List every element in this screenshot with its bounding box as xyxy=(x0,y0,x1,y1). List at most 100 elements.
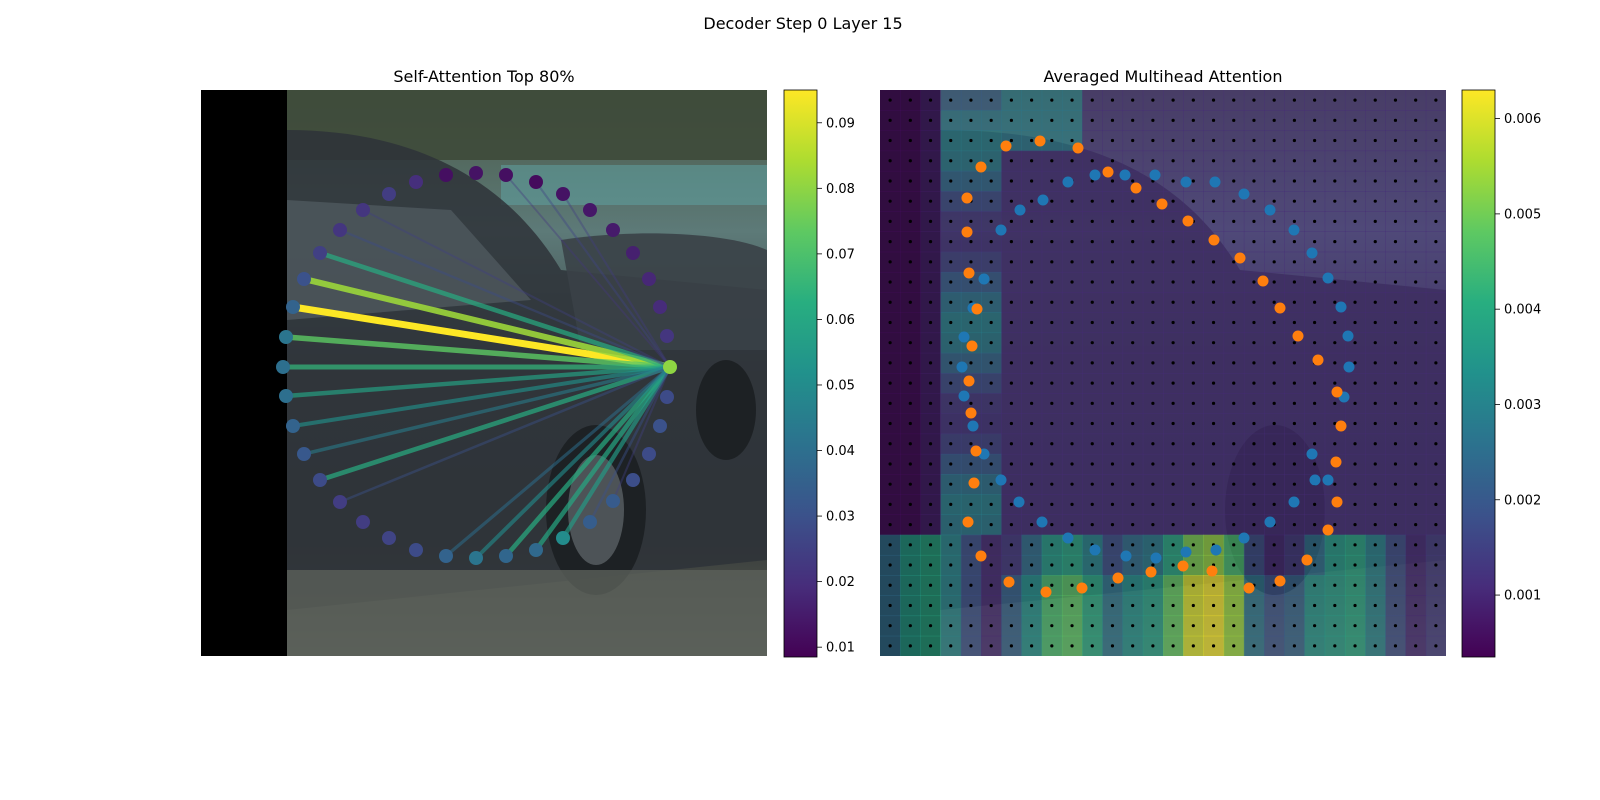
grid-point xyxy=(908,341,912,345)
grid-point xyxy=(1252,138,1256,143)
grid-point xyxy=(949,118,953,122)
grid-point xyxy=(1272,583,1276,587)
grid-point xyxy=(1211,523,1216,527)
grid-point xyxy=(1171,624,1175,628)
grid-point xyxy=(1373,240,1377,244)
contour-point xyxy=(556,187,570,201)
series-point xyxy=(1040,586,1052,598)
grid-point xyxy=(1252,543,1256,547)
series-point xyxy=(1062,532,1074,544)
averaged-attention-title: Averaged Multihead Attention xyxy=(1044,67,1283,86)
series-point xyxy=(1119,169,1131,181)
grid-point xyxy=(1353,138,1357,143)
grid-point xyxy=(1414,482,1418,486)
grid-point xyxy=(1171,260,1175,264)
grid-point xyxy=(1050,98,1054,102)
grid-point xyxy=(1211,583,1216,587)
grid-point xyxy=(1090,280,1094,284)
grid-point xyxy=(1292,300,1296,304)
grid-point xyxy=(1070,159,1074,163)
grid-point xyxy=(908,482,912,486)
grid-point xyxy=(1232,280,1236,284)
grid-point xyxy=(1373,502,1377,506)
grid-point xyxy=(1292,118,1296,122)
grid-point xyxy=(949,421,953,426)
grid-point xyxy=(1333,138,1337,143)
series-point xyxy=(1274,575,1286,587)
series-point xyxy=(1180,546,1192,558)
grid-point xyxy=(1292,280,1296,284)
grid-point xyxy=(1333,421,1337,426)
grid-point xyxy=(908,280,912,284)
attention-line xyxy=(505,174,671,368)
grid-point xyxy=(1070,98,1074,102)
grid-point xyxy=(1353,98,1357,102)
grid-point xyxy=(1232,543,1236,547)
grid-point xyxy=(888,320,892,325)
grid-point xyxy=(1373,300,1377,304)
series-point xyxy=(1331,386,1343,398)
contour-point xyxy=(626,246,640,260)
grid-point xyxy=(908,300,912,304)
series-point xyxy=(1156,198,1168,210)
grid-point xyxy=(949,361,953,365)
contour-point xyxy=(642,447,656,461)
grid-point xyxy=(1030,502,1034,506)
grid-point xyxy=(1393,341,1398,345)
grid-point xyxy=(989,462,993,466)
series-point xyxy=(1331,496,1343,508)
grid-point xyxy=(1333,603,1337,608)
grid-point xyxy=(908,462,912,466)
grid-point xyxy=(1211,138,1216,143)
grid-point xyxy=(928,361,933,365)
grid-point xyxy=(1030,280,1034,284)
grid-point xyxy=(1211,442,1216,446)
grid-point xyxy=(969,361,973,365)
grid-point xyxy=(1131,502,1135,506)
series-point xyxy=(1130,182,1142,194)
grid-point xyxy=(1434,138,1438,143)
grid-point xyxy=(1211,482,1216,486)
point-series xyxy=(956,135,1355,598)
grid-point xyxy=(1050,462,1054,466)
grid-point xyxy=(928,280,933,284)
grid-point xyxy=(1070,482,1074,486)
series-point xyxy=(1208,234,1220,246)
contour-point xyxy=(297,272,311,286)
grid-point xyxy=(1050,361,1054,365)
grid-point xyxy=(1009,482,1013,486)
grid-point xyxy=(1353,543,1357,547)
grid-point xyxy=(1313,583,1317,587)
grid-point xyxy=(1373,199,1377,203)
series-point xyxy=(1322,272,1334,284)
grid-point xyxy=(969,583,973,587)
grid-point xyxy=(1272,442,1276,446)
grid-point xyxy=(1009,98,1013,102)
grid-point xyxy=(1434,563,1438,567)
grid-point xyxy=(1232,219,1236,223)
grid-point xyxy=(1009,543,1013,547)
grid-point xyxy=(1272,300,1276,304)
contour-point xyxy=(653,300,667,314)
colorbar-tick-label: 0.03 xyxy=(826,510,855,525)
grid-point xyxy=(888,361,892,365)
grid-point xyxy=(1131,624,1135,628)
grid-point xyxy=(1373,118,1377,122)
series-point xyxy=(1076,582,1088,594)
contour-point xyxy=(333,223,347,237)
grid-point xyxy=(1191,159,1195,163)
grid-point xyxy=(1292,543,1296,547)
grid-point xyxy=(1292,624,1296,628)
grid-point xyxy=(1333,280,1337,284)
grid-point xyxy=(1151,482,1155,486)
grid-point xyxy=(1090,401,1094,405)
grid-point xyxy=(1414,300,1418,304)
series-point xyxy=(958,331,970,343)
attention-line xyxy=(588,365,672,524)
grid-point xyxy=(1434,159,1438,163)
grid-point xyxy=(1373,624,1377,628)
grid-point xyxy=(1030,563,1034,567)
grid-point xyxy=(1393,442,1398,446)
grid-point xyxy=(1110,361,1115,365)
grid-point xyxy=(1009,260,1013,264)
